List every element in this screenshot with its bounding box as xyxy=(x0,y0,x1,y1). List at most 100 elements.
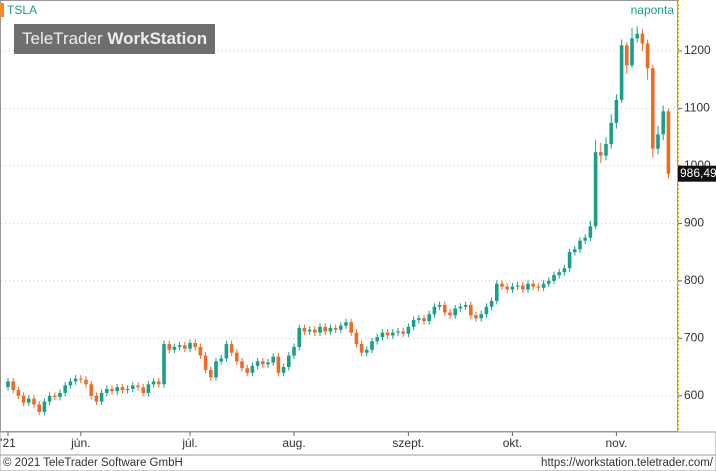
candle-body xyxy=(318,326,322,333)
candle-body xyxy=(328,327,333,332)
candles xyxy=(6,26,671,416)
candle-body xyxy=(11,381,15,391)
candle-body xyxy=(526,283,530,290)
candle-body xyxy=(536,286,541,288)
candle-body xyxy=(541,283,546,288)
legend-marker xyxy=(0,3,4,17)
last-value-label: 986,49 xyxy=(680,166,716,180)
candle-body xyxy=(417,318,421,320)
candle-body xyxy=(666,111,671,174)
candle-body xyxy=(32,398,36,405)
candle-body xyxy=(448,312,452,316)
candle-body xyxy=(271,356,275,363)
y-axis-panel xyxy=(678,0,716,432)
candle-body xyxy=(53,395,57,397)
candle-body xyxy=(110,388,114,392)
candle-body xyxy=(94,395,99,402)
candle-body xyxy=(313,329,317,333)
copyright: © 2021 TeleTrader Software GmbH xyxy=(3,457,183,469)
candle-body xyxy=(42,401,47,412)
candle-body xyxy=(16,390,21,396)
candle-body xyxy=(401,331,405,334)
candle-body xyxy=(370,341,374,350)
candle-body xyxy=(453,308,457,316)
candle-body xyxy=(411,319,416,327)
y-tick-label: 700 xyxy=(684,331,704,345)
candle-body xyxy=(635,33,639,39)
candle-body xyxy=(99,392,104,402)
x-tick-label: '21 xyxy=(0,436,16,450)
x-tick-label: nov. xyxy=(606,436,628,450)
candle-body xyxy=(193,342,197,347)
candle-body xyxy=(209,369,213,378)
candle-body xyxy=(489,300,494,307)
candle-body xyxy=(432,306,437,315)
candle-body xyxy=(307,329,312,332)
candle-body xyxy=(276,356,281,373)
candle-body xyxy=(354,332,359,345)
plot-frame xyxy=(0,0,678,432)
candle-body xyxy=(6,381,10,388)
candle-body xyxy=(656,134,660,149)
candle-body xyxy=(385,332,390,336)
candle-body xyxy=(609,122,613,145)
candle-body xyxy=(21,395,26,403)
candle-body xyxy=(380,332,385,338)
candle-body xyxy=(614,99,619,123)
candle-body xyxy=(84,379,88,385)
y-tick-label: 800 xyxy=(684,273,704,287)
candle-body xyxy=(349,322,353,333)
candle-body xyxy=(422,318,426,322)
candle-body xyxy=(281,367,286,373)
candle-body xyxy=(323,326,327,332)
candle-body xyxy=(469,304,473,316)
candle-body xyxy=(302,327,307,332)
candle-body xyxy=(625,45,629,66)
y-tick-label: 1100 xyxy=(684,101,710,115)
candle-body xyxy=(219,358,223,362)
candle-body xyxy=(437,304,442,307)
candle-body xyxy=(167,344,171,350)
candle-body xyxy=(141,387,145,393)
legend-label: TSLA xyxy=(7,3,37,17)
candle-body xyxy=(474,315,478,319)
x-tick-label: júl. xyxy=(181,436,197,450)
candle-body xyxy=(661,111,665,135)
candle-body xyxy=(157,381,161,385)
candle-body xyxy=(120,387,125,391)
candle-body xyxy=(333,327,338,330)
logo-bold: WorkStation xyxy=(107,29,207,48)
candle-body xyxy=(531,283,535,287)
candle-body xyxy=(255,361,260,366)
candle-body xyxy=(359,344,364,353)
candle-body xyxy=(198,346,203,356)
y-tick-label: 600 xyxy=(684,388,704,402)
candle-body xyxy=(131,385,135,389)
candle-body xyxy=(188,342,192,349)
candle-body xyxy=(183,345,187,349)
candle-body xyxy=(47,395,52,402)
candle-body xyxy=(479,314,483,319)
candle-body xyxy=(235,352,239,362)
candle-body xyxy=(292,346,296,356)
candle-body xyxy=(484,306,489,315)
candle-body xyxy=(27,398,31,403)
x-tick-label: aug. xyxy=(282,436,305,450)
candle-body xyxy=(287,355,291,368)
candle-body xyxy=(125,388,130,391)
candle-body xyxy=(651,68,655,149)
candle-body xyxy=(406,326,411,334)
candle-body xyxy=(515,285,520,287)
candle-body xyxy=(172,346,177,350)
candle-body xyxy=(229,344,234,353)
candle-body xyxy=(458,306,463,309)
candle-body xyxy=(599,152,603,156)
candle-body xyxy=(105,388,109,393)
candle-body xyxy=(427,314,431,322)
candle-body xyxy=(177,345,182,347)
candle-body xyxy=(630,38,634,66)
y-tick-label: 900 xyxy=(684,216,704,230)
candle-body xyxy=(557,272,561,276)
candle-body xyxy=(37,404,41,412)
